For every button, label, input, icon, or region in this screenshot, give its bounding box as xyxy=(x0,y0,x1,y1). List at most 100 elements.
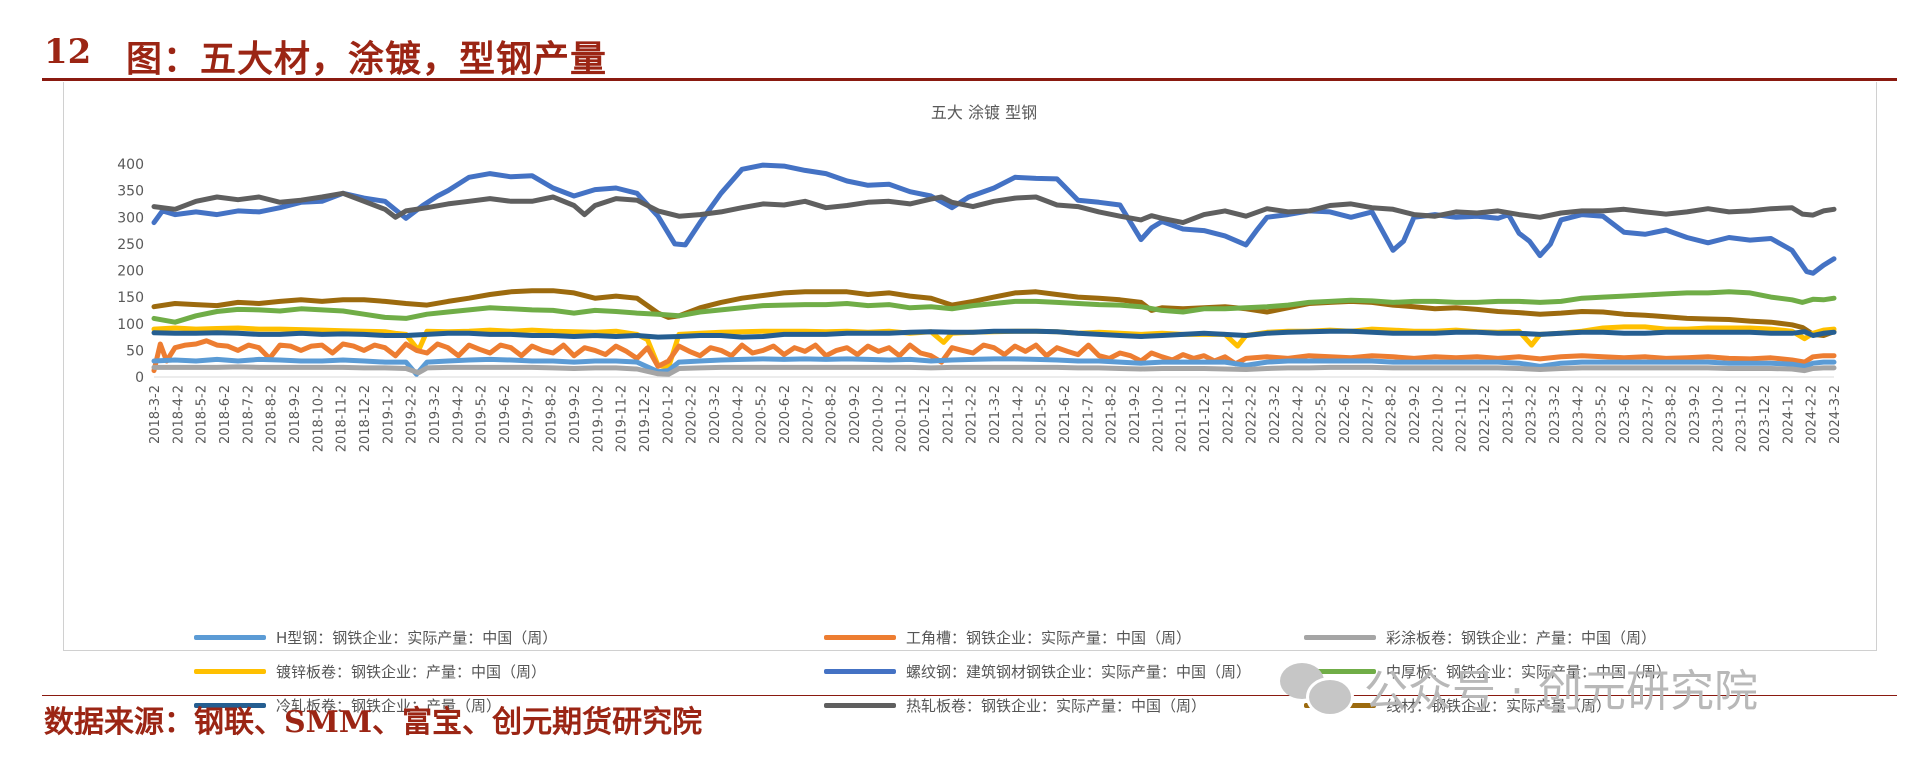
x-tick-label: 2022-12-2 xyxy=(1478,385,1493,452)
y-tick-label: 0 xyxy=(135,370,144,386)
legend-entry: 冷轧板卷：钢铁企业：产量（周） xyxy=(194,695,501,716)
x-tick-label: 2022-3-2 xyxy=(1268,385,1283,444)
legend-entry: H型钢：钢铁企业：实际产量：中国（周） xyxy=(194,627,557,648)
x-tick-label: 2021-8-2 xyxy=(1105,385,1120,444)
x-tick-label: 2021-5-2 xyxy=(1035,385,1050,444)
series-line-2 xyxy=(151,288,1837,338)
x-tick-label: 2019-4-2 xyxy=(451,385,466,444)
x-tick-label: 2018-7-2 xyxy=(241,385,256,444)
data-source: 数据来源：钢联、SMM、富宝、创元期货研究院 xyxy=(44,705,703,740)
x-tick-label: 2020-3-2 xyxy=(708,385,723,444)
legend-swatch xyxy=(194,669,266,674)
x-tick-label: 2024-3-2 xyxy=(1828,385,1843,444)
legend-label: 镀锌板卷：钢铁企业：产量：中国（周） xyxy=(276,663,547,681)
figure-title: 图：五大材，涂镀，型钢产量 xyxy=(126,38,608,80)
legend-label: 工角槽：钢铁企业：实际产量：中国（周） xyxy=(906,629,1192,647)
x-tick-label: 2019-3-2 xyxy=(428,385,443,444)
x-tick-label: 2024-1-2 xyxy=(1781,385,1796,444)
x-tick-label: 2022-10-2 xyxy=(1431,385,1446,452)
series-line-0 xyxy=(151,162,1837,276)
x-tick-label: 2023-9-2 xyxy=(1688,385,1703,444)
legend-label: 冷轧板卷：钢铁企业：产量（周） xyxy=(276,697,502,715)
x-tick-label: 2023-10-2 xyxy=(1711,385,1726,452)
series-line-7 xyxy=(151,356,1837,377)
legend-entry: 中厚板：钢铁企业：实际产量：中国（周） xyxy=(1304,661,1671,682)
line-chart: 五大 涂镀 型钢 0 50 100 150 200 250 300 350 400 2018-3-2… xyxy=(117,103,1843,452)
y-tick-label: 250 xyxy=(117,237,144,253)
x-tick-label: 2023-12-2 xyxy=(1758,385,1773,452)
x-tick-label: 2019-11-2 xyxy=(615,385,630,452)
x-tick-label: 2023-6-2 xyxy=(1618,385,1633,444)
wechat-icon xyxy=(1280,659,1354,717)
legend-entry: 热轧板卷：钢铁企业：实际产量：中国（周） xyxy=(824,695,1206,716)
x-tick-label: 2021-7-2 xyxy=(1081,385,1096,444)
x-tick-label: 2020-1-2 xyxy=(661,385,676,444)
legend-swatch xyxy=(1304,669,1376,674)
x-tick-label: 2019-7-2 xyxy=(521,385,536,444)
x-tick-label: 2018-12-2 xyxy=(358,385,373,452)
x-tick-label: 2023-7-2 xyxy=(1641,385,1656,444)
y-tick-label: 300 xyxy=(117,210,144,226)
x-tick-label: 2022-7-2 xyxy=(1361,385,1376,444)
x-tick-label: 2018-9-2 xyxy=(288,385,303,444)
x-tick-label: 2018-3-2 xyxy=(148,385,163,444)
legend-swatch xyxy=(194,635,266,640)
x-tick-label: 2020-9-2 xyxy=(848,385,863,444)
x-tick-label: 2023-4-2 xyxy=(1571,385,1586,444)
y-tick-label: 100 xyxy=(117,317,144,333)
x-tick-label: 2020-6-2 xyxy=(778,385,793,444)
x-tick-label: 2020-11-2 xyxy=(895,385,910,452)
legend-entry: 镀锌板卷：钢铁企业：产量：中国（周） xyxy=(194,661,546,682)
x-tick-label: 2018-5-2 xyxy=(195,385,210,444)
x-tick-label: 2018-4-2 xyxy=(171,385,186,444)
x-tick-label: 2023-8-2 xyxy=(1665,385,1680,444)
x-tick-label: 2020-10-2 xyxy=(871,385,886,452)
x-tick-label: 2023-1-2 xyxy=(1501,385,1516,444)
legend-entry: 工角槽：钢铁企业：实际产量：中国（周） xyxy=(824,627,1191,648)
legend-label: 中厚板：钢铁企业：实际产量：中国（周） xyxy=(1386,663,1672,681)
x-tick-label: 2021-3-2 xyxy=(988,385,1003,444)
x-tick-label: 2021-6-2 xyxy=(1058,385,1073,444)
y-tick-label: 50 xyxy=(126,343,144,359)
x-tick-label: 2019-5-2 xyxy=(475,385,490,444)
x-tick-label: 2024-2-2 xyxy=(1805,385,1820,444)
legend-label: 螺纹钢：建筑钢材钢铁企业：实际产量：中国（周） xyxy=(906,663,1252,681)
series-line-3 xyxy=(151,289,1837,325)
legend-swatch xyxy=(824,703,896,708)
x-tick-label: 2019-12-2 xyxy=(638,385,653,452)
x-tick-label: 2023-5-2 xyxy=(1595,385,1610,444)
figure-number: 12 xyxy=(44,32,92,72)
x-tick-label: 2019-9-2 xyxy=(568,385,583,444)
y-tick-label: 150 xyxy=(117,290,144,306)
chart-legend: H型钢：钢铁企业：实际产量：中国（周） 工角槽：钢铁企业：实际产量：中国（周） 彩涂… xyxy=(194,627,1894,727)
x-tick-label: 2021-10-2 xyxy=(1151,385,1166,452)
y-tick-label: 350 xyxy=(117,184,144,200)
series-line-1 xyxy=(151,190,1837,226)
x-tick-label: 2020-5-2 xyxy=(755,385,770,444)
figure-header: 12 图：五大材，涂镀，型钢产量 xyxy=(42,22,1897,80)
x-tick-label: 2023-11-2 xyxy=(1735,385,1750,452)
x-tick-label: 2018-8-2 xyxy=(265,385,280,444)
series-line-6 xyxy=(151,338,1837,374)
x-tick-label: 2022-9-2 xyxy=(1408,385,1423,444)
x-tick-label: 2019-6-2 xyxy=(498,385,513,444)
x-tick-label: 2020-8-2 xyxy=(825,385,840,444)
y-tick-label: 200 xyxy=(117,264,144,280)
x-tick-label: 2018-6-2 xyxy=(218,385,233,444)
legend-label: 彩涂板卷：钢铁企业：产量：中国（周） xyxy=(1386,629,1657,647)
chart-frame: 五大 涂镀 型钢 0 50 100 150 200 250 300 350 400 2018-3-2… xyxy=(63,82,1877,715)
series-line-8 xyxy=(151,364,1837,377)
x-tick-label: 2018-10-2 xyxy=(311,385,326,452)
x-tick-label: 2021-1-2 xyxy=(941,385,956,444)
legend-label: 热轧板卷：钢铁企业：实际产量：中国（周） xyxy=(906,697,1207,715)
x-tick-label: 2023-2-2 xyxy=(1525,385,1540,444)
legend-entry: 彩涂板卷：钢铁企业：产量：中国（周） xyxy=(1304,627,1656,648)
chart-title: 五大 涂镀 型钢 xyxy=(931,103,1037,122)
header-rule xyxy=(42,78,1897,81)
legend-entry: 螺纹钢：建筑钢材钢铁企业：实际产量：中国（周） xyxy=(824,661,1251,682)
legend-label: 线材：钢铁企业：实际产量（周） xyxy=(1386,697,1612,715)
watermark: 公众号 · 创元研究院 xyxy=(1280,655,1758,719)
x-tick-label: 2022-4-2 xyxy=(1291,385,1306,444)
x-tick-label: 2019-2-2 xyxy=(405,385,420,444)
x-tick-label: 2022-1-2 xyxy=(1221,385,1236,444)
